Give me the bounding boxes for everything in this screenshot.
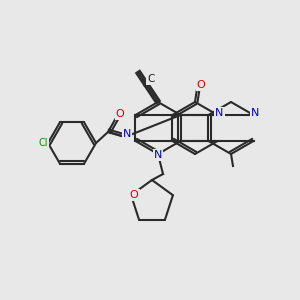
Text: O: O [116, 109, 124, 119]
Text: N: N [215, 108, 224, 118]
Text: N: N [154, 150, 162, 160]
Text: N: N [251, 108, 260, 118]
Text: O: O [130, 190, 139, 200]
Text: C: C [147, 74, 155, 84]
Text: O: O [196, 80, 206, 90]
Text: Cl: Cl [38, 138, 48, 148]
Text: N: N [123, 129, 131, 139]
